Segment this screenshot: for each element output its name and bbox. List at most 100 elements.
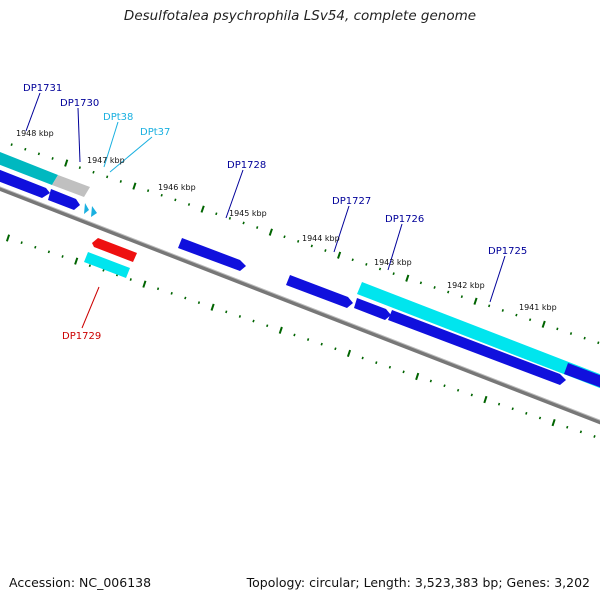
outer-track-minor-tick	[365, 263, 368, 266]
outer-track-minor-tick	[24, 147, 27, 151]
outer-track-minor-tick	[297, 239, 300, 243]
feature-dp1728-cds[interactable]	[178, 238, 246, 271]
inner-track-minor-tick	[334, 347, 337, 351]
kbp-label-1946: 1946 kbp	[158, 183, 196, 192]
inner-track-major-tick	[415, 372, 420, 381]
outer-track-minor-tick	[310, 244, 313, 248]
outer-track-minor-tick	[92, 170, 95, 174]
reverse-cds-track	[84, 238, 137, 278]
feature-dp1726a-cds[interactable]	[354, 298, 391, 320]
inner-track-minor-tick	[538, 416, 542, 420]
leader-dpt38	[103, 121, 119, 168]
inner-track-minor-tick	[170, 291, 173, 295]
outer-track-minor-tick	[51, 157, 54, 160]
inner-track-minor-tick	[266, 324, 269, 328]
feature-dp1731-rna[interactable]	[0, 148, 58, 185]
outer-tick-track	[0, 136, 600, 345]
topology-summary-text: Topology: circular; Length: 3,523,383 bp…	[246, 575, 590, 590]
inner-track-minor-tick	[593, 435, 596, 438]
inner-track-major-tick	[483, 395, 488, 404]
outer-track-minor-tick	[488, 304, 491, 308]
feature-dp1730-pseudo[interactable]	[52, 175, 90, 197]
outer-track-major-tick	[473, 297, 478, 305]
outer-track-minor-tick	[174, 198, 177, 202]
inner-track-minor-tick	[306, 338, 310, 341]
gene-label-dp1726[interactable]: DP1726	[385, 214, 424, 225]
genome-backbone	[0, 186, 600, 425]
kbp-label-1943: 1943 kbp	[374, 258, 412, 267]
leader-dp1726	[387, 223, 403, 271]
outer-track-minor-tick	[106, 175, 109, 179]
outer-track-major-tick	[64, 159, 69, 167]
outer-track-minor-tick	[351, 258, 354, 262]
inner-track-minor-tick	[197, 301, 201, 305]
inner-track-minor-tick	[566, 425, 569, 429]
kbp-label-1948: 1948 kbp	[16, 129, 54, 138]
inner-track-minor-tick	[238, 315, 242, 318]
inner-track-major-tick	[210, 303, 215, 311]
feature-dp1725-rna[interactable]	[357, 282, 600, 390]
feature-dp1730-cds[interactable]	[48, 189, 80, 210]
inner-track-minor-tick	[129, 278, 132, 281]
inner-tick-track	[5, 234, 596, 438]
outer-track-minor-tick	[556, 327, 559, 331]
outer-track-minor-tick	[460, 295, 463, 299]
outer-track-minor-tick	[583, 336, 586, 340]
feature-dp1725-cds[interactable]	[564, 363, 600, 391]
feature-dp1727-cds[interactable]	[286, 275, 353, 308]
outer-track-minor-tick	[597, 341, 600, 345]
outer-track-major-tick	[268, 228, 273, 236]
rna-track-upper	[0, 148, 600, 390]
gene-label-dp1731[interactable]: DP1731	[23, 83, 62, 94]
inner-track-minor-tick	[184, 296, 187, 300]
inner-track-minor-tick	[579, 430, 583, 434]
kbp-label-1942: 1942 kbp	[447, 281, 485, 290]
inner-track-minor-tick	[320, 342, 323, 346]
inner-track-minor-tick	[293, 333, 296, 337]
inner-track-major-tick	[551, 418, 556, 427]
gene-label-dp1727[interactable]: DP1727	[332, 196, 371, 207]
label-leaders	[25, 92, 506, 329]
leader-dp1728	[225, 169, 244, 219]
outer-track-minor-tick	[242, 221, 245, 225]
inner-track-minor-tick	[88, 264, 91, 268]
inner-track-major-tick	[346, 349, 352, 358]
feature-dp1729-cds[interactable]	[92, 238, 137, 262]
inner-track-major-tick	[142, 280, 147, 288]
feature-dpt37-trna[interactable]	[91, 206, 97, 217]
kbp-label-1945: 1945 kbp	[229, 209, 267, 218]
gene-label-dp1728[interactable]: DP1728	[227, 160, 266, 171]
outer-track-minor-tick	[228, 216, 232, 220]
inner-track-major-tick	[74, 257, 79, 265]
kbp-label-1941: 1941 kbp	[519, 303, 557, 312]
outer-track-minor-tick	[569, 332, 573, 335]
outer-track-minor-tick	[187, 203, 191, 206]
inner-track-minor-tick	[402, 370, 405, 374]
gene-label-dp1729[interactable]: DP1729	[62, 331, 101, 342]
outer-track-minor-tick	[433, 286, 436, 289]
inner-track-major-tick	[278, 326, 283, 334]
feature-dp1731-cds[interactable]	[0, 166, 50, 198]
forward-cds-track	[0, 166, 600, 391]
inner-track-minor-tick	[443, 384, 446, 388]
outer-track-major-tick	[200, 205, 205, 213]
gene-label-dp1725[interactable]: DP1725	[488, 246, 527, 257]
outer-track-minor-tick	[419, 281, 423, 285]
leader-dp1725	[489, 255, 506, 303]
map-title: Desulfotalea psychrophila LSv54, complet…	[123, 8, 477, 24]
feature-dpt38-trna[interactable]	[84, 203, 89, 214]
leader-dpt37	[109, 136, 153, 173]
outer-track-minor-tick	[160, 193, 163, 197]
feature-dp1726b-cds[interactable]	[388, 310, 566, 385]
inner-track-minor-tick	[497, 402, 501, 406]
inner-track-minor-tick	[511, 407, 514, 411]
outer-track-minor-tick	[447, 290, 450, 294]
outer-track-minor-tick	[515, 313, 518, 317]
outer-track-major-tick	[405, 274, 410, 282]
inner-track-minor-tick	[20, 241, 23, 245]
gene-label-dpt37[interactable]: DPt37	[140, 127, 170, 138]
feature-dp1729-rna[interactable]	[84, 252, 130, 278]
outer-track-major-tick	[337, 251, 342, 259]
gene-label-dpt38[interactable]: DPt38	[103, 112, 133, 123]
gene-label-dp1730[interactable]: DP1730	[60, 98, 99, 109]
